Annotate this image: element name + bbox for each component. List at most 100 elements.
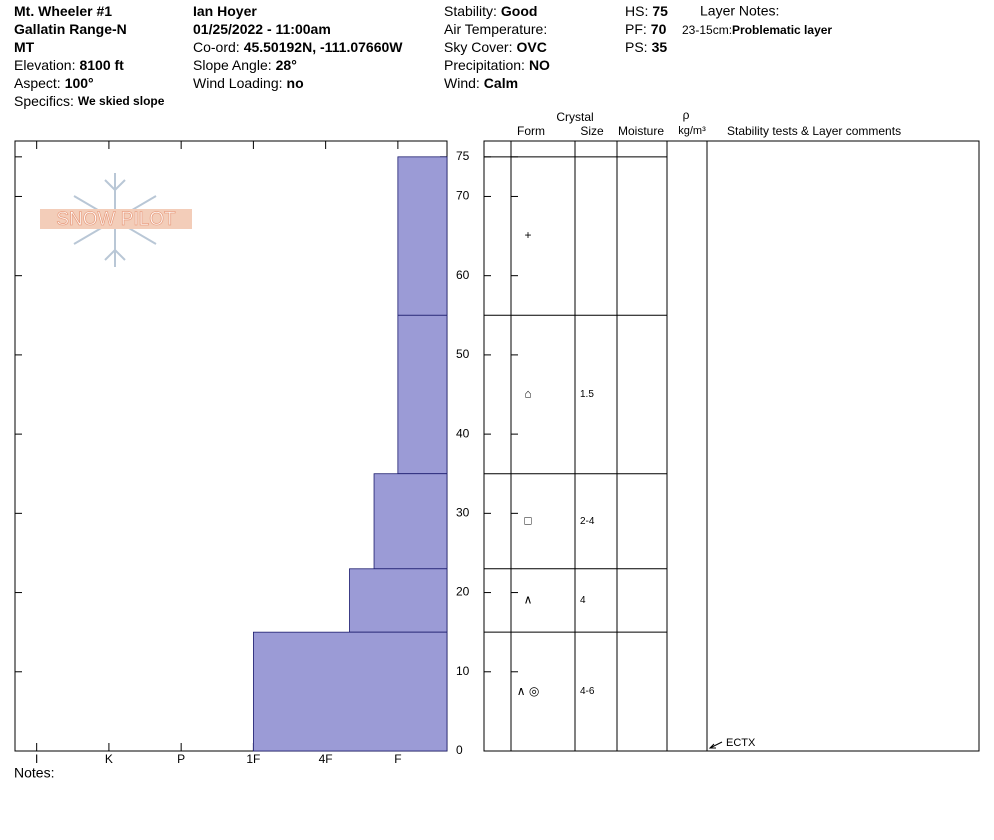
header-rho: ρ <box>683 108 690 122</box>
header-field: Slope Angle: 28° <box>193 57 297 73</box>
field-value: Gallatin Range-N <box>14 21 127 37</box>
header-crystal: Crystal <box>556 110 593 124</box>
grain-form: ∧ <box>524 593 533 607</box>
header-field: PF: 70 <box>625 21 667 37</box>
y-tick-label: 60 <box>456 268 470 282</box>
field-value: Ian Hoyer <box>193 3 257 19</box>
x-tick-label: K <box>105 752 113 766</box>
field-value: NO <box>529 57 550 73</box>
field-value: 75 <box>652 3 668 19</box>
test-arrow <box>709 741 723 749</box>
table-columns <box>510 141 708 751</box>
y-tick-label: 20 <box>456 585 470 599</box>
header-field: Elevation: 8100 ft <box>14 57 124 73</box>
header-field: Precipitation: NO <box>444 57 550 73</box>
hardness-bar <box>252 631 448 752</box>
field-value: 8100 ft <box>79 57 124 73</box>
grain-size: 4 <box>580 595 586 606</box>
field-label: Wind Loading: <box>193 75 283 91</box>
test-label: ECTX <box>726 737 756 749</box>
x-tick-label: F <box>394 752 401 766</box>
field-label: Slope Angle: <box>193 57 272 73</box>
header-form: Form <box>517 124 545 138</box>
header-field: Gallatin Range-N <box>14 21 127 37</box>
field-value: Mt. Wheeler #1 <box>14 3 112 19</box>
header-field: Stability: Good <box>444 3 537 19</box>
x-tick-label: P <box>177 752 185 766</box>
hardness-bar <box>397 314 448 475</box>
hardness-bar <box>397 156 448 316</box>
header-field: 01/25/2022 - 11:00am <box>193 21 331 37</box>
field-label: PF: <box>625 21 647 37</box>
header-field: Specifics: We skied slope <box>14 93 165 109</box>
layer-note: 23-15cm:Problematic layer <box>682 23 832 37</box>
y-tick-label: 10 <box>456 664 470 678</box>
header-field: PS: 35 <box>625 39 667 55</box>
logo-text: SNOW PILOT <box>56 209 176 230</box>
y-tick-label: 0 <box>456 743 463 757</box>
field-value: 01/25/2022 - 11:00am <box>193 21 331 37</box>
header-field: Co-ord: 45.50192N, -111.07660W <box>193 39 403 55</box>
grain-form: □ <box>524 513 531 527</box>
header-field: MT <box>14 39 35 55</box>
x-tick-label: I <box>35 752 38 766</box>
field-label: Elevation: <box>14 57 75 73</box>
hardness-bar <box>349 568 448 633</box>
flake-tip <box>104 248 126 261</box>
header-density-unit: kg/m³ <box>678 125 706 137</box>
y-tick-label: 70 <box>456 189 470 203</box>
header-field: Aspect: 100° <box>14 75 94 91</box>
field-value: Calm <box>484 75 518 91</box>
field-label: PS: <box>625 39 648 55</box>
field-value: 100° <box>65 75 94 91</box>
logo-band <box>40 209 192 229</box>
field-label: HS: <box>625 3 648 19</box>
field-value: 70 <box>651 21 667 37</box>
field-label: Co-ord: <box>193 39 240 55</box>
field-value: We skied slope <box>78 94 165 108</box>
y-tick-label: 40 <box>456 426 470 440</box>
field-label: Air Temperature: <box>444 21 547 37</box>
header-field: Ian Hoyer <box>193 3 257 19</box>
field-label: Sky Cover: <box>444 39 512 55</box>
grain-form: ⌂ <box>524 387 531 401</box>
grain-size: 1.5 <box>580 389 594 400</box>
x-tick-label: 4F <box>319 752 333 766</box>
header-size: Size <box>580 124 604 138</box>
grain-form: + <box>524 228 531 242</box>
test-arrowhead <box>708 743 716 749</box>
grain-size: 4-6 <box>580 686 595 697</box>
field-value: 28° <box>276 57 297 73</box>
field-label: Precipitation: <box>444 57 525 73</box>
notes-label: Notes: <box>14 765 54 781</box>
y-tick-label: 50 <box>456 347 470 361</box>
note-text: Problematic layer <box>732 23 832 37</box>
header-comments: Stability tests & Layer comments <box>727 124 901 138</box>
header-field: HS: 75 <box>625 3 668 19</box>
note-range: 23-15cm: <box>682 23 732 37</box>
y-tick-label: 75 <box>456 149 470 163</box>
logo: SNOW PILOT <box>40 173 192 267</box>
field-value: 35 <box>652 39 668 55</box>
field-label: Aspect: <box>14 75 61 91</box>
grain-form: ∧ ◎ <box>517 684 540 698</box>
field-label: Specifics: <box>14 93 74 109</box>
y-tick-label: 30 <box>456 506 470 520</box>
field-value: OVC <box>516 39 546 55</box>
header-field: Air Temperature: <box>444 21 547 37</box>
field-label: Wind: <box>444 75 480 91</box>
hardness-bar <box>373 473 448 570</box>
header-field: Wind: Calm <box>444 75 518 91</box>
layer-table-frame <box>483 140 980 752</box>
x-tick-label: 1F <box>246 752 260 766</box>
field-value: Good <box>501 3 538 19</box>
header-field: Sky Cover: OVC <box>444 39 547 55</box>
header-field: Wind Loading: no <box>193 75 304 91</box>
grain-size: 2-4 <box>580 516 595 527</box>
layer-notes-title: Layer Notes: <box>700 3 779 19</box>
header-field: Mt. Wheeler #1 <box>14 3 112 19</box>
flake-tip <box>104 179 126 192</box>
field-value: 45.50192N, -111.07660W <box>244 39 404 55</box>
